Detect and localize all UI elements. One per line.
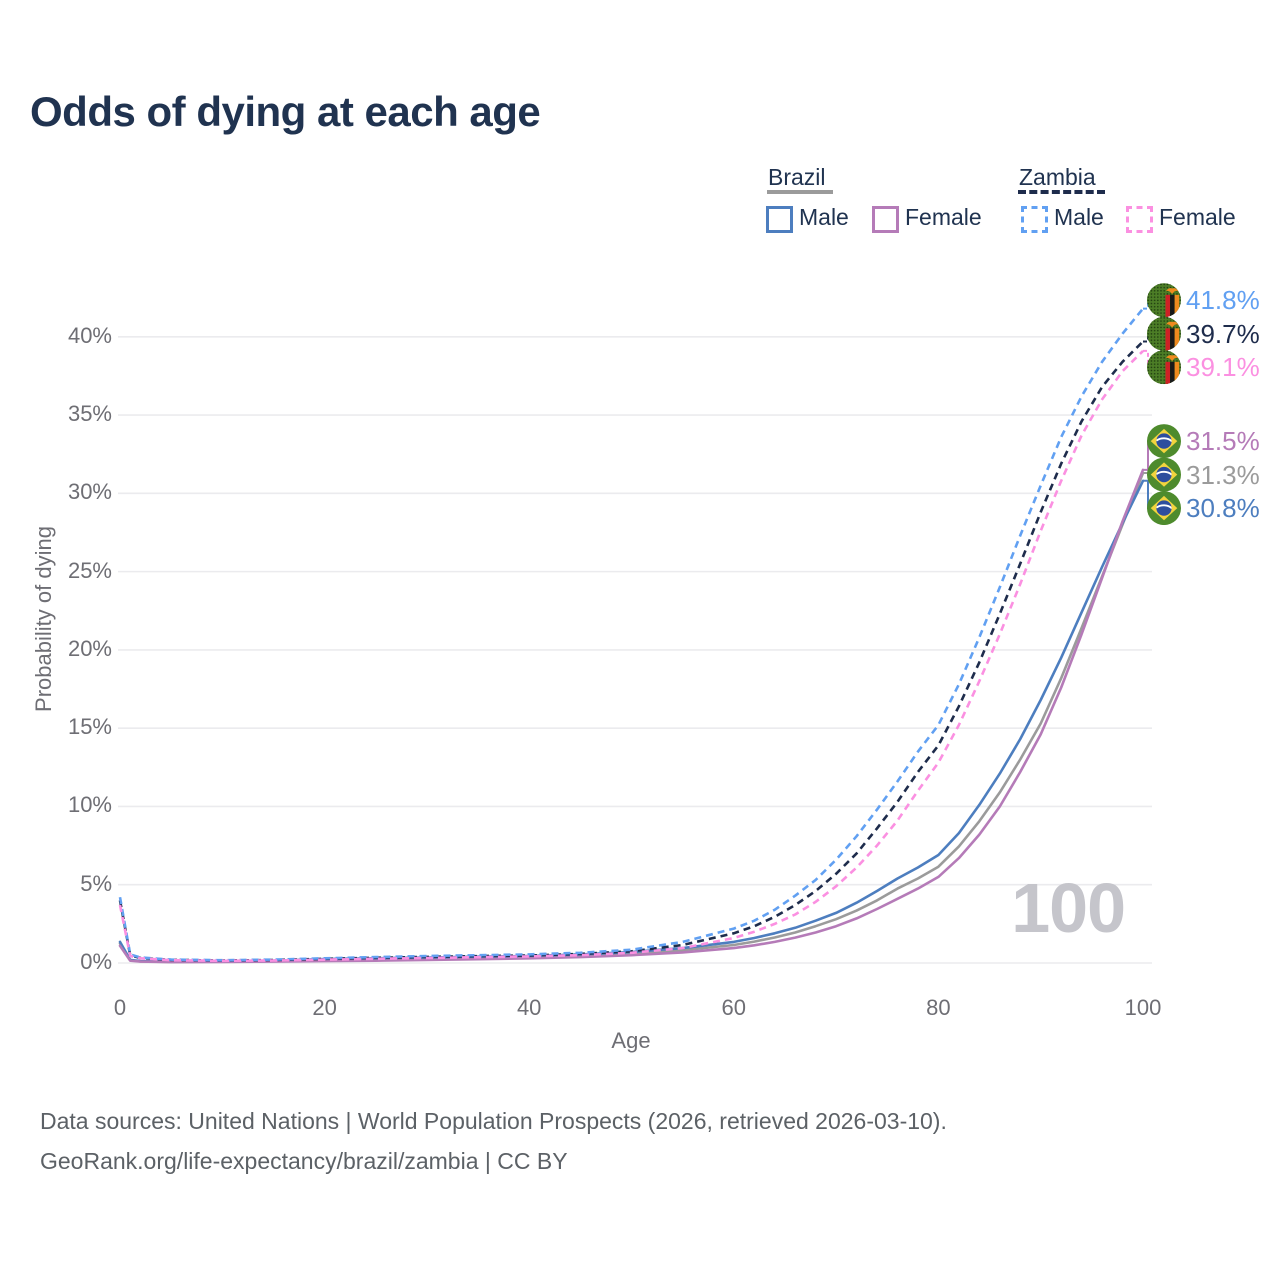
end-label-zambia-female: 39.1% [1186,352,1260,383]
series-lines [118,307,1145,964]
brazil-flag-icon [1147,491,1181,525]
brazil-flag-icon [1147,458,1181,492]
end-label-brazil-female: 31.5% [1186,426,1260,457]
x-tick-label: 100 [1124,995,1162,1020]
x-tick-label: 40 [516,995,542,1020]
y-tick-label: 40% [67,322,112,348]
legend-swatch-brazil-female[interactable] [872,206,899,233]
y-tick-label: 5% [80,870,112,896]
x-tick-label: 80 [926,995,951,1020]
legend-item-zambia-male[interactable]: Male [1054,204,1104,230]
brazil-flag-icon [1147,424,1181,458]
x-axis-title: Age [611,1028,651,1053]
end-label-zambia-both: 39.7% [1186,318,1260,349]
legend-swatch-zambia-male[interactable] [1021,206,1048,233]
series-line-zambia-male[interactable] [118,307,1145,962]
legend-group-zambia-label: Zambia [1019,164,1096,190]
footer-attribution: GeoRank.org/life-expectancy/brazil/zambi… [40,1148,568,1174]
zambia-flag-icon [1147,317,1181,351]
x-tick-label: 0 [113,995,127,1020]
chart-title: Odds of dying at each age [30,88,541,135]
zambia-flag-icon [1147,350,1181,384]
end-label-brazil-male: 30.8% [1186,493,1260,524]
series-line-zambia-both[interactable] [118,340,1144,962]
flag-icons [1147,283,1181,525]
end-label-brazil-both: 31.3% [1186,459,1260,490]
y-tick-label: 0% [80,949,112,974]
y-tick-label: 15% [67,714,112,740]
y-tick-label: 10% [67,792,112,818]
y-tick-label: 30% [67,479,112,505]
legend-brazil-line-swatch [767,190,833,194]
footer-data-sources: Data sources: United Nations | World Pop… [40,1108,947,1134]
legend-swatch-brazil-male[interactable] [766,206,793,233]
legend-item-brazil-female[interactable]: Female [905,204,982,230]
series-line-zambia-female[interactable] [118,349,1144,963]
legend-swatch-zambia-female[interactable] [1126,206,1153,233]
y-axis-title: Probability of dying [31,526,56,712]
age-watermark: 100 [1011,869,1126,947]
legend-group-brazil-label: Brazil [768,164,826,190]
x-tick-label: 20 [312,995,337,1020]
legend-zambia-line-swatch [1018,190,1105,194]
y-tick-label: 35% [67,401,112,427]
end-label-zambia-male: 41.8% [1186,285,1260,316]
y-tick-label: 25% [67,557,112,583]
gridlines [118,335,1152,964]
x-tick-label: 60 [721,995,747,1020]
legend-item-brazil-male[interactable]: Male [799,204,849,230]
y-tick-label: 20% [67,635,112,661]
legend-item-zambia-female[interactable]: Female [1159,204,1236,230]
zambia-flag-icon [1147,283,1181,317]
